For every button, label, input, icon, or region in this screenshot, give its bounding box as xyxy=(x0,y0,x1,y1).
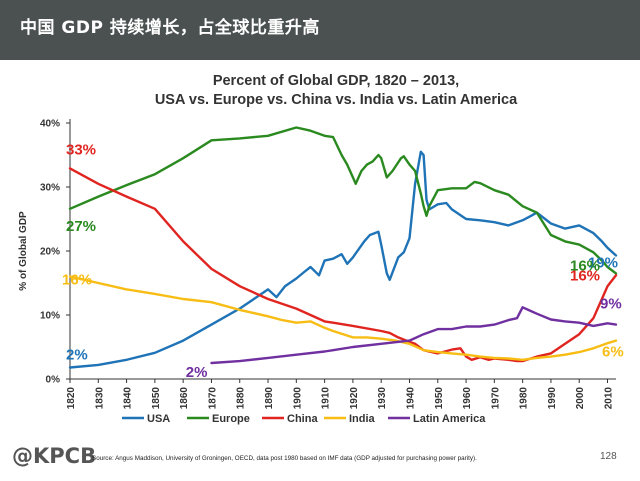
series-line-india xyxy=(68,275,618,361)
x-tick-label: 1840 xyxy=(123,387,134,410)
annotation-india-1820: 16% xyxy=(62,272,92,289)
x-tick-label: 1870 xyxy=(207,387,218,410)
annotation-usa-1820: 2% xyxy=(66,346,88,363)
kpcb-logo: @KPCB xyxy=(12,444,97,468)
x-tick-label: 1960 xyxy=(462,387,473,410)
chart-legend: USA Europe China India Latin America xyxy=(122,413,486,425)
legend-label-china: China xyxy=(287,413,318,425)
x-tick-label: 1910 xyxy=(321,387,332,410)
chart-subtitle: USA vs. Europe vs. China vs. India vs. L… xyxy=(155,92,518,108)
source-note: Source: Angus Maddison, University of Gr… xyxy=(92,455,477,462)
x-tick-label: 1920 xyxy=(349,387,360,410)
x-tick-label: 1860 xyxy=(179,387,190,410)
y-tick-label: 40% xyxy=(40,119,60,130)
x-tick-label: 1980 xyxy=(519,387,530,410)
chart-axes: 0% 10% 20% 30% 40% 1820 1830 1840 1850 1860 1870 18… xyxy=(18,119,616,410)
y-tick-label: 20% xyxy=(40,247,60,258)
annotation-usa-2013: 19% xyxy=(588,254,618,271)
annotation-latin-america-1870: 2% xyxy=(186,364,208,381)
x-tick-label: 1820 xyxy=(66,387,77,410)
legend-label-usa: USA xyxy=(147,413,170,425)
x-tick-label: 1850 xyxy=(151,387,162,410)
legend-label-india: India xyxy=(349,413,376,425)
series-line-china xyxy=(68,167,618,363)
y-axis-label: % of Global GDP xyxy=(18,211,29,291)
y-tick-label: 30% xyxy=(40,183,60,194)
series-line-europe xyxy=(68,126,618,275)
annotation-china-2013: 16% xyxy=(570,267,600,284)
x-tick-label: 1930 xyxy=(377,387,388,410)
series-lines xyxy=(68,126,618,369)
series-line-latin-america xyxy=(210,306,618,365)
x-tick-label: 2000 xyxy=(575,387,586,410)
legend-label-latin-america: Latin America xyxy=(413,413,486,425)
chart-title: Percent of Global GDP, 1820 – 2013, xyxy=(213,73,459,89)
x-tick-label: 1830 xyxy=(94,387,105,410)
x-tick-label: 1990 xyxy=(547,387,558,410)
annotation-europe-2013: 16% xyxy=(570,257,600,274)
x-tick-label: 1950 xyxy=(434,387,445,410)
gdp-line-chart: Percent of Global GDP, 1820 – 2013, USA … xyxy=(18,73,624,425)
data-annotations: 33%27%16%2%2%19%16%16%9%6% xyxy=(62,141,624,381)
y-tick-label: 10% xyxy=(40,311,60,322)
annotation-latin-america-2013: 9% xyxy=(600,296,622,313)
x-tick-label: 1880 xyxy=(236,387,247,410)
x-tick-label: 1900 xyxy=(292,387,303,410)
annotation-europe-1820: 27% xyxy=(66,218,96,235)
x-tick-label: 2010 xyxy=(604,387,615,410)
annotation-china-1820: 33% xyxy=(66,141,96,158)
x-tick-label: 1890 xyxy=(264,387,275,410)
y-tick-label: 0% xyxy=(46,375,61,386)
legend-label-europe: Europe xyxy=(212,413,250,425)
x-tick-label: 1940 xyxy=(405,387,416,410)
slide-title: 中国 GDP 持续增长，占全球比重升高 xyxy=(0,0,640,60)
annotation-india-2013: 6% xyxy=(602,344,624,361)
series-line-usa xyxy=(68,150,618,369)
page-number: 128 xyxy=(600,451,617,462)
x-tick-label: 1970 xyxy=(490,387,501,410)
